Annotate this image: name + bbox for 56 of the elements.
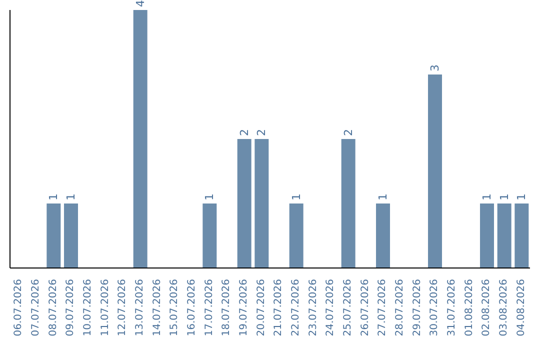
x-tick-label: 21.07.2026: [273, 279, 284, 336]
x-tick-label: 15.07.2026: [169, 279, 180, 336]
x-tick-label: 17.07.2026: [204, 279, 215, 336]
bar: [254, 139, 269, 268]
x-tick-label: 10.07.2026: [82, 279, 94, 336]
x-tick-label: 24.07.2026: [325, 279, 336, 336]
bar: [133, 10, 148, 268]
x-tick-label: 04.08.2026: [516, 279, 527, 336]
x-tick-label: 29.07.2026: [412, 279, 423, 336]
x-tick-label: 09.07.2026: [65, 279, 76, 336]
bar: [497, 204, 512, 268]
data-label: 3: [428, 64, 442, 72]
data-label: 1: [47, 194, 60, 200]
x-tick-label: 03.08.2026: [498, 279, 510, 336]
bar: [514, 204, 529, 268]
data-label: 1: [480, 194, 494, 200]
bar: [376, 204, 390, 268]
data-label: 1: [376, 194, 390, 200]
x-tick-label: 19.07.2026: [238, 279, 250, 336]
data-label: 4: [134, 0, 147, 7]
bar: [46, 204, 61, 268]
data-label: 1: [498, 194, 511, 200]
data-label: 2: [238, 129, 251, 136]
x-tick-label: 20.07.2026: [256, 279, 267, 336]
x-tick-label: 11.07.2026: [100, 279, 111, 336]
x-tick-label: 25.07.2026: [342, 279, 354, 336]
x-tick-label: 12.07.2026: [117, 279, 128, 336]
x-tick-label: 06.07.2026: [13, 279, 24, 336]
bar: [237, 139, 252, 268]
x-tick-label: 16.07.2026: [186, 279, 198, 336]
x-tick-label: 22.07.2026: [290, 279, 302, 336]
data-label: 2: [342, 129, 355, 136]
x-tick-label: 13.07.2026: [134, 279, 146, 336]
x-tick-label: 07.07.2026: [30, 279, 42, 336]
bar: [341, 139, 356, 268]
x-tick-label: 28.07.2026: [394, 279, 406, 336]
data-label: 2: [255, 129, 268, 136]
bar: [480, 204, 494, 268]
x-tick-label: 30.07.2026: [429, 279, 440, 336]
bar: [289, 204, 304, 268]
x-tick-label: 26.07.2026: [360, 279, 371, 336]
x-tick-label: 31.07.2026: [446, 279, 458, 336]
bar: [64, 204, 78, 268]
x-tick-label: 08.07.2026: [48, 279, 59, 336]
x-tick-label: 01.08.2026: [464, 279, 475, 336]
data-label: 1: [515, 194, 528, 200]
bar: [428, 74, 442, 268]
data-label: 1: [203, 194, 216, 200]
data-label: 1: [64, 194, 78, 200]
x-tick-label: 02.08.2026: [481, 279, 492, 336]
bar: [202, 204, 217, 268]
x-tick-label: 23.07.2026: [308, 279, 319, 336]
x-tick-label: 18.07.2026: [221, 279, 232, 336]
x-tick-label: 14.07.2026: [152, 279, 163, 336]
data-label: 1: [290, 194, 303, 200]
x-tick-label: 27.07.2026: [377, 279, 388, 336]
